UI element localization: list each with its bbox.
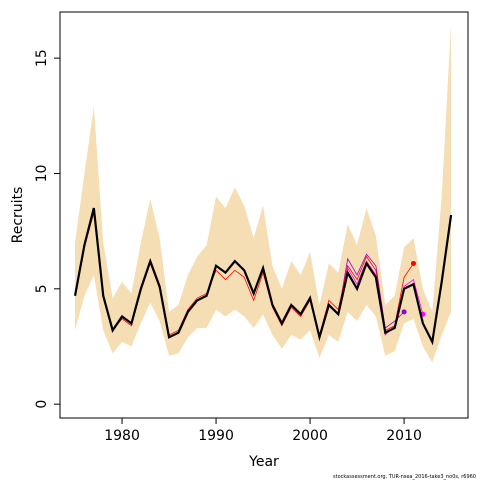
- x-tick-label: 1980: [104, 428, 140, 444]
- end-point: [410, 260, 416, 266]
- footer: stockassessment.org, TUR-nsea_2016-take3…: [333, 474, 476, 480]
- series-line: [74, 212, 414, 337]
- confidence-band: [75, 23, 452, 363]
- y-tick-label: 0: [34, 400, 50, 409]
- y-tick-label: 10: [34, 165, 50, 183]
- y-tick-label: 15: [34, 49, 50, 67]
- x-axis-label: Year: [248, 454, 279, 470]
- end-point: [401, 309, 407, 315]
- series-line: [73, 207, 453, 346]
- y-axis-label: Recruits: [10, 187, 26, 244]
- x-tick-label: 2010: [386, 428, 422, 444]
- x-tick-label: 1990: [198, 428, 234, 444]
- x-tick-label: 2000: [292, 428, 328, 444]
- plot-frame: [59, 11, 469, 419]
- y-tick-label: 5: [34, 284, 50, 293]
